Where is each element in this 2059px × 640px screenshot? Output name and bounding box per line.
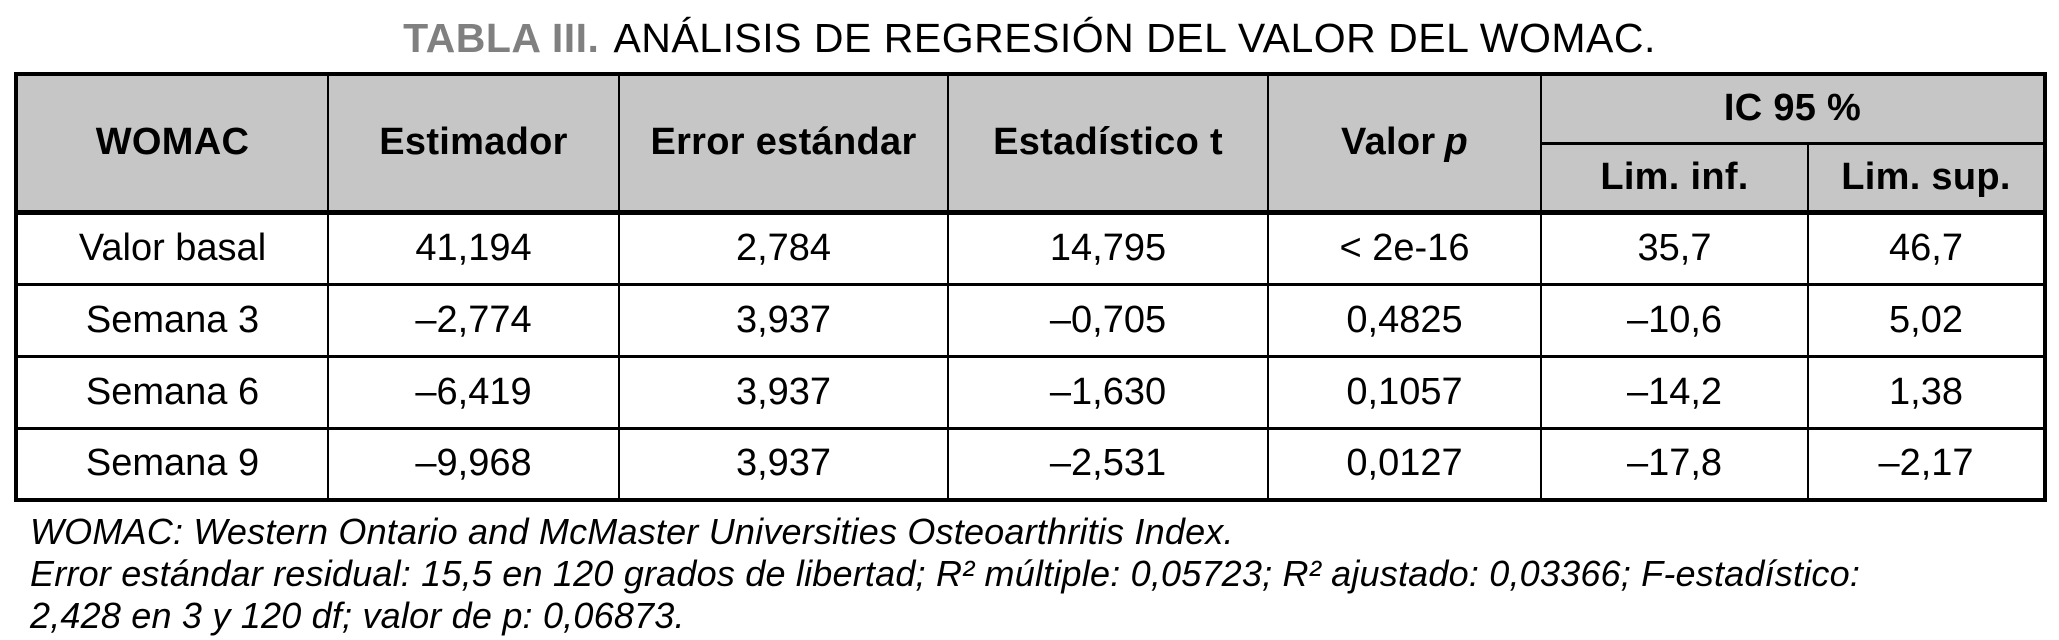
col-header-valor-p: Valor p bbox=[1267, 72, 1542, 214]
table-title-label: TABLA III. bbox=[403, 15, 600, 61]
cell-error-estandar: 3,937 bbox=[618, 282, 949, 358]
cell-valor-p: 0,4825 bbox=[1267, 282, 1542, 358]
col-header-estimador: Estimador bbox=[327, 72, 620, 214]
cell-lim-sup: 1,38 bbox=[1807, 354, 2046, 430]
cell-lim-sup: 46,7 bbox=[1807, 209, 2046, 286]
cell-estadistico-t: –1,630 bbox=[947, 354, 1269, 430]
col-header-ic95: IC 95 % bbox=[1540, 72, 2046, 145]
table-title: TABLA III. ANÁLISIS DE REGRESIÓN DEL VALO… bbox=[0, 14, 2059, 62]
col-header-lim-inf: Lim. inf. bbox=[1540, 141, 1809, 214]
cell-estadistico-t: –2,531 bbox=[947, 426, 1269, 502]
cell-lim-inf: –17,8 bbox=[1540, 426, 1809, 502]
footnote-line-1: WOMAC: Western Ontario and McMaster Univ… bbox=[30, 511, 1234, 552]
cell-valor-p: < 2e-16 bbox=[1267, 209, 1542, 286]
row-label: Semana 3 bbox=[15, 282, 329, 358]
cell-error-estandar: 3,937 bbox=[618, 354, 949, 430]
header-row-main: WOMAC Estimador Error estándar Estadísti… bbox=[15, 72, 2046, 214]
table-row-valor-basal: Valor basal 41,194 2,784 14,795 < 2e-16 … bbox=[15, 209, 2046, 286]
cell-estimador: –9,968 bbox=[327, 426, 620, 502]
table-row-semana-9: Semana 9 –9,968 3,937 –2,531 0,0127 –17,… bbox=[15, 426, 2046, 502]
valor-p-label: Valor bbox=[1341, 121, 1436, 164]
row-label: Semana 6 bbox=[15, 354, 329, 430]
footnote-line-2: Error estándar residual: 15,5 en 120 gra… bbox=[30, 553, 1861, 594]
footnote-line-3: 2,428 en 3 y 120 df; valor de p: 0,06873… bbox=[30, 595, 685, 636]
table-row-semana-6: Semana 6 –6,419 3,937 –1,630 0,1057 –14,… bbox=[15, 354, 2046, 430]
table-row-semana-3: Semana 3 –2,774 3,937 –0,705 0,4825 –10,… bbox=[15, 282, 2046, 358]
col-header-womac: WOMAC bbox=[15, 72, 329, 214]
cell-error-estandar: 3,937 bbox=[618, 426, 949, 502]
table-footnotes: WOMAC: Western Ontario and McMaster Univ… bbox=[30, 511, 2059, 637]
cell-estimador: –6,419 bbox=[327, 354, 620, 430]
cell-estadistico-t: 14,795 bbox=[947, 209, 1269, 286]
row-label: Semana 9 bbox=[15, 426, 329, 502]
cell-lim-sup: 5,02 bbox=[1807, 282, 2046, 358]
col-header-estadistico-t: Estadístico t bbox=[947, 72, 1269, 214]
row-label: Valor basal bbox=[15, 209, 329, 286]
cell-lim-inf: –14,2 bbox=[1540, 354, 1809, 430]
cell-estadistico-t: –0,705 bbox=[947, 282, 1269, 358]
cell-error-estandar: 2,784 bbox=[618, 209, 949, 286]
cell-lim-inf: 35,7 bbox=[1540, 209, 1809, 286]
valor-p-symbol: p bbox=[1444, 121, 1468, 164]
cell-lim-inf: –10,6 bbox=[1540, 282, 1809, 358]
cell-valor-p: 0,0127 bbox=[1267, 426, 1542, 502]
cell-lim-sup: –2,17 bbox=[1807, 426, 2046, 502]
regression-table: WOMAC Estimador Error estándar Estadísti… bbox=[14, 72, 2047, 502]
header-row-sub: Lim. inf. Lim. sup. bbox=[16, 141, 2046, 214]
cell-estimador: –2,774 bbox=[327, 282, 620, 358]
col-header-lim-sup: Lim. sup. bbox=[1807, 141, 2046, 214]
table-title-text: ANÁLISIS DE REGRESIÓN DEL VALOR DEL WOMA… bbox=[613, 15, 1656, 61]
table-header: WOMAC Estimador Error estándar Estadísti… bbox=[15, 72, 2046, 214]
cell-estimador: 41,194 bbox=[327, 209, 620, 286]
table-body: Valor basal 41,194 2,784 14,795 < 2e-16 … bbox=[15, 209, 2046, 502]
cell-valor-p: 0,1057 bbox=[1267, 354, 1542, 430]
col-header-error-estandar: Error estándar bbox=[618, 72, 949, 214]
